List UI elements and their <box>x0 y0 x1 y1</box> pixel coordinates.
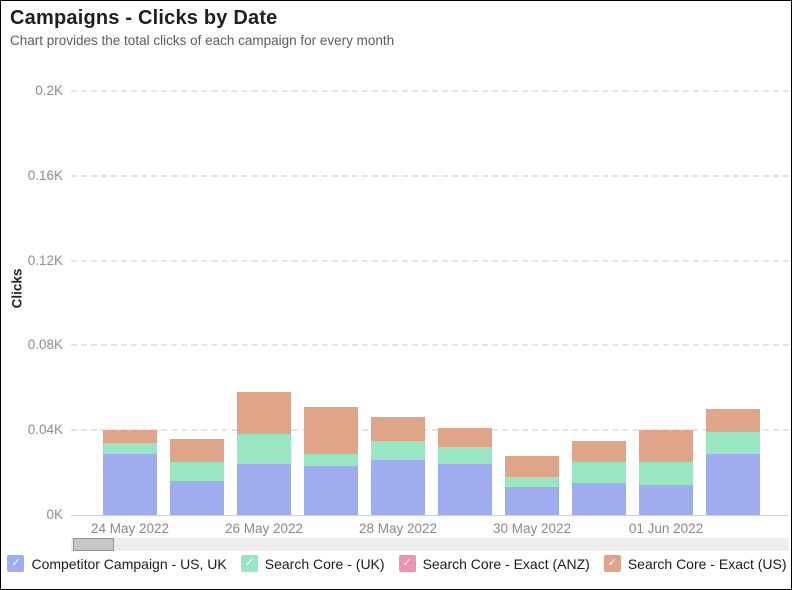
x-tick-label: 26 May 2022 <box>224 521 304 536</box>
legend-item[interactable]: ✓ Search Core - Exact (US) <box>603 555 787 572</box>
bar-segment[interactable] <box>170 438 224 462</box>
bar-segment[interactable] <box>103 430 157 443</box>
legend-label: Search Core - (UK) <box>264 555 385 572</box>
legend: ✓ Competitor Campaign - US, UK ✓ Search Cor… <box>1 555 791 572</box>
x-tick-label: 28 May 2022 <box>358 521 438 536</box>
page-title: Campaigns - Clicks by Date <box>10 7 278 29</box>
y-tick-label: 0.2K <box>35 83 63 98</box>
bar-segment[interactable] <box>304 406 358 454</box>
legend-checkbox-icon[interactable]: ✓ <box>7 555 25 572</box>
bar-segment[interactable] <box>572 462 626 484</box>
bar-segment[interactable] <box>706 453 760 515</box>
page-subtitle: Chart provides the total clicks of each … <box>10 33 395 48</box>
legend-item[interactable]: ✓ Search Core - (UK) <box>240 555 385 572</box>
gridline <box>71 344 789 347</box>
bar-segment[interactable] <box>371 459 425 515</box>
y-tick-label: 0.08K <box>27 337 63 353</box>
bar-segment[interactable] <box>103 442 157 454</box>
gridline <box>71 174 789 177</box>
bar-segment[interactable] <box>237 434 291 465</box>
gridline <box>71 429 789 432</box>
bar-segment[interactable] <box>304 453 358 467</box>
gridline <box>71 259 789 262</box>
bar-segment[interactable] <box>237 392 291 435</box>
bar-segment[interactable] <box>572 483 626 515</box>
y-tick-label: 0.04K <box>27 422 63 438</box>
legend-checkbox-icon[interactable]: ✓ <box>240 555 258 572</box>
gridline <box>71 90 789 92</box>
legend-checkbox-icon[interactable]: ✓ <box>398 555 416 572</box>
bar-segment[interactable] <box>438 464 492 515</box>
legend-checkbox-icon[interactable]: ✓ <box>603 555 621 572</box>
horizontal-scrollbar-track[interactable] <box>71 538 789 551</box>
legend-item[interactable]: ✓ Search Core - Exact (ANZ) <box>398 555 590 572</box>
bar-segment[interactable] <box>170 481 224 515</box>
legend-label: Competitor Campaign - US, UK <box>31 555 227 572</box>
x-axis-line <box>71 515 789 516</box>
bar-segment[interactable] <box>505 455 559 477</box>
bar-segment[interactable] <box>304 466 358 515</box>
bar-segment[interactable] <box>371 417 425 441</box>
bar-segment[interactable] <box>706 432 760 454</box>
bar-segment[interactable] <box>371 440 425 460</box>
y-tick-label: 0K <box>46 507 63 522</box>
x-tick-label: 01 Jun 2022 <box>628 521 704 536</box>
y-tick-label: 0.12K <box>27 252 63 268</box>
bar-segment[interactable] <box>170 462 224 482</box>
y-tick-label: 0.16K <box>27 167 63 183</box>
chart-header: Campaigns - Clicks by Date Chart provide… <box>10 7 394 48</box>
bar-segment[interactable] <box>639 430 693 462</box>
legend-item[interactable]: ✓ Competitor Campaign - US, UK <box>7 555 227 572</box>
bar-segment[interactable] <box>103 453 157 515</box>
bar-segment[interactable] <box>639 462 693 486</box>
bar-segment[interactable] <box>505 487 559 515</box>
bar-segment[interactable] <box>639 485 693 515</box>
bar-segment[interactable] <box>237 464 291 515</box>
bar-segment[interactable] <box>572 440 626 462</box>
bar-segment[interactable] <box>438 447 492 465</box>
bar-segment[interactable] <box>706 409 760 433</box>
x-tick-label: 24 May 2022 <box>90 521 170 536</box>
bar-segment[interactable] <box>438 428 492 448</box>
x-tick-label: 30 May 2022 <box>492 521 572 536</box>
legend-label: Search Core - Exact (US) <box>627 555 787 572</box>
legend-label: Search Core - Exact (ANZ) <box>422 555 590 572</box>
bar-segment[interactable] <box>505 476 559 488</box>
horizontal-scrollbar-thumb[interactable] <box>73 538 114 551</box>
